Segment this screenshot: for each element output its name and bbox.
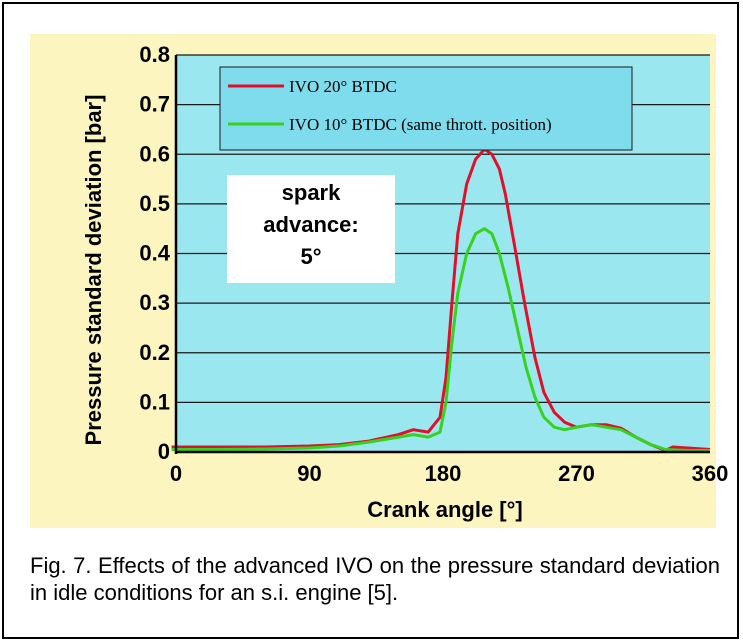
- legend-label: IVO 20° BTDC: [289, 77, 397, 96]
- spark-advance-annotation: spark advance: 5°: [227, 175, 395, 283]
- x-tick-label: 90: [297, 461, 321, 486]
- y-tick-label: 0.4: [139, 241, 170, 266]
- y-tick-label: 0.8: [139, 42, 170, 67]
- x-tick-label: 0: [170, 461, 182, 486]
- y-tick-label: 0.3: [139, 290, 170, 315]
- annotation-line: 5°: [300, 244, 321, 269]
- legend: IVO 20° BTDC IVO 10° BTDC (same thrott. p…: [219, 66, 633, 151]
- y-tick-label: 0.7: [139, 92, 170, 117]
- y-tick-label: 0.2: [139, 340, 170, 365]
- x-tick-label: 360: [692, 461, 729, 486]
- legend-box: [219, 66, 633, 151]
- x-axis-label: Crank angle [°]: [367, 497, 523, 522]
- x-tick-label: 270: [558, 461, 595, 486]
- y-tick-label: 0.1: [139, 389, 170, 414]
- x-tick-label: 180: [425, 461, 462, 486]
- annotation-box: [227, 175, 395, 283]
- annotation-line: advance:: [263, 212, 358, 237]
- y-tick-label: 0.5: [139, 191, 170, 216]
- y-tick-label: 0: [158, 439, 170, 464]
- figure-caption: Fig. 7. Effects of the advanced IVO on t…: [30, 553, 720, 605]
- y-tick-label: 0.6: [139, 141, 170, 166]
- legend-label: IVO 10° BTDC (same thrott. position): [289, 115, 552, 134]
- annotation-line: spark: [282, 180, 341, 205]
- axes: 0 0.1 0.2 0.3 0.4 0.5 0.6 0.7 0.8 0 90 180 270 360 Cra…: [81, 42, 728, 522]
- series-line-ivo-10: [171, 227, 710, 452]
- y-axis-label: Pressure standard deviation [bar]: [81, 95, 106, 446]
